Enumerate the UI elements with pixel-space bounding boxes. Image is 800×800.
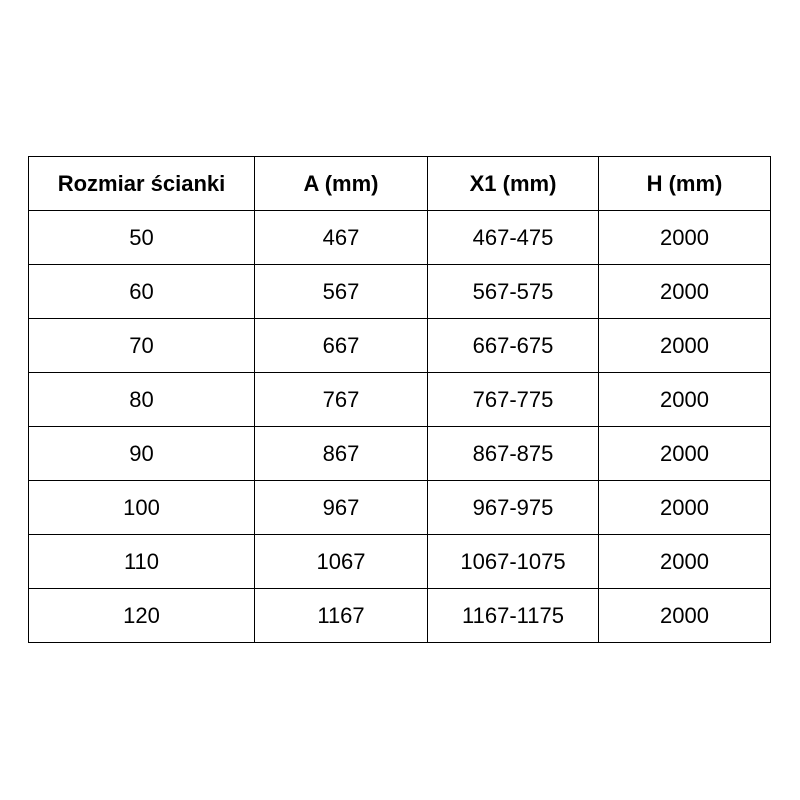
cell-x1: 667-675 [427,318,599,373]
cell-h: 2000 [598,372,771,427]
cell-h: 2000 [598,480,771,535]
header-row: Rozmiar ścianki A (mm) X1 (mm) H (mm) [28,156,771,211]
cell-a: 1067 [254,534,428,589]
cell-a: 867 [254,426,428,481]
cell-h: 2000 [598,588,771,643]
cell-x1: 567-575 [427,264,599,319]
table-row: 110 1067 1067-1075 2000 [28,534,771,589]
cell-a: 567 [254,264,428,319]
table-row: 80 767 767-775 2000 [28,372,771,427]
cell-wall-size: 60 [28,264,255,319]
cell-wall-size: 80 [28,372,255,427]
cell-h: 2000 [598,534,771,589]
cell-x1: 1067-1075 [427,534,599,589]
header-h: H (mm) [598,156,771,211]
table-row: 70 667 667-675 2000 [28,318,771,373]
cell-wall-size: 50 [28,210,255,265]
cell-h: 2000 [598,210,771,265]
table-row: 60 567 567-575 2000 [28,264,771,319]
cell-h: 2000 [598,426,771,481]
table-row: 120 1167 1167-1175 2000 [28,588,771,643]
cell-x1: 867-875 [427,426,599,481]
cell-x1: 1167-1175 [427,588,599,643]
cell-wall-size: 100 [28,480,255,535]
table-row: 50 467 467-475 2000 [28,210,771,265]
cell-a: 967 [254,480,428,535]
cell-x1: 767-775 [427,372,599,427]
cell-wall-size: 90 [28,426,255,481]
cell-a: 767 [254,372,428,427]
dimensions-table: Rozmiar ścianki A (mm) X1 (mm) H (mm) 50… [28,156,771,643]
header-a: A (mm) [254,156,428,211]
table-row: 100 967 967-975 2000 [28,480,771,535]
header-wall-size: Rozmiar ścianki [28,156,255,211]
header-x1: X1 (mm) [427,156,599,211]
table-row: 90 867 867-875 2000 [28,426,771,481]
cell-x1: 967-975 [427,480,599,535]
cell-a: 467 [254,210,428,265]
cell-h: 2000 [598,318,771,373]
cell-wall-size: 120 [28,588,255,643]
cell-wall-size: 110 [28,534,255,589]
cell-a: 667 [254,318,428,373]
cell-wall-size: 70 [28,318,255,373]
cell-x1: 467-475 [427,210,599,265]
cell-h: 2000 [598,264,771,319]
cell-a: 1167 [254,588,428,643]
